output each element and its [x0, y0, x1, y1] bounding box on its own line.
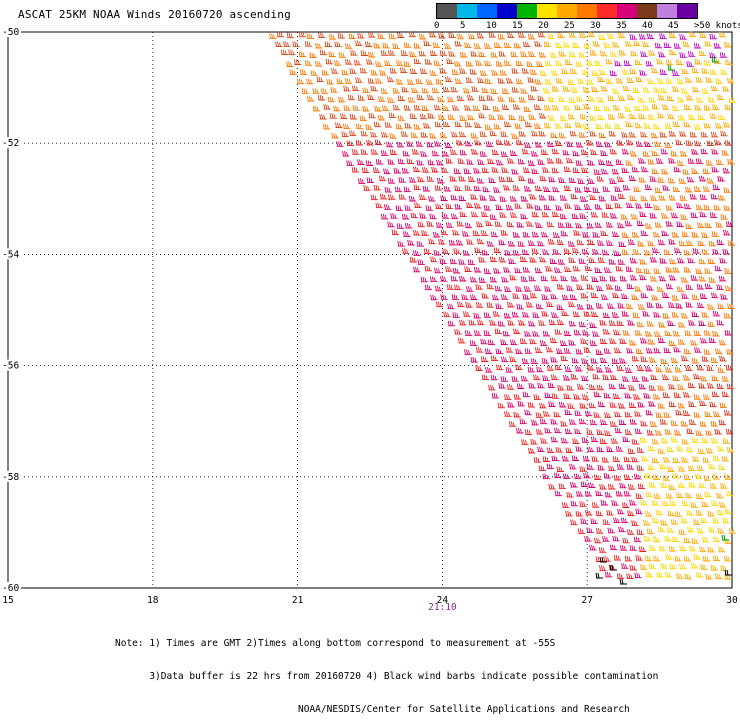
- latitude-tick-label: -54: [2, 249, 19, 260]
- wind-barb-map: 15 18 21 24 27 30 -50 -52 -54 -56 -58 -60 21:10: [1, 26, 738, 613]
- graticule: [8, 32, 732, 588]
- map-title: ASCAT 25KM NOAA Winds 20160720 ascending: [18, 8, 291, 21]
- latitude-label-bg: [1, 137, 21, 149]
- legend-swatch: [477, 4, 497, 18]
- latitude-tick-label: -50: [2, 27, 19, 38]
- wind-barbs: [269, 31, 737, 585]
- low-speed-wind-barb: [667, 64, 675, 71]
- wind-barb-group: [346, 139, 657, 579]
- low-speed-wind-barb: [711, 56, 719, 63]
- note-line-1: Note: 1) Times are GMT 2)Times along bot…: [115, 638, 556, 649]
- wind-barb-group: [539, 33, 737, 578]
- legend-swatch: [537, 4, 557, 18]
- longitude-tick-label: 27: [581, 595, 592, 606]
- wind-barb-group: [650, 139, 735, 435]
- wind-barb-group: [543, 31, 737, 580]
- contaminated-wind-barb: [599, 556, 607, 563]
- legend-swatch: [437, 4, 457, 18]
- wind-barb-group: [275, 31, 728, 138]
- contaminated-wind-barb: [609, 564, 617, 571]
- longitude-tick-label: 18: [147, 595, 159, 606]
- longitude-tick-label: 15: [2, 595, 13, 606]
- legend-swatch: [677, 4, 697, 18]
- legend-tick: >50 knots: [694, 21, 740, 31]
- axis-labels: 15 18 21 24 27 30 -50 -52 -54 -56 -58 -60 21:10: [1, 26, 738, 613]
- latitude-label-bg: [1, 359, 21, 371]
- low-speed-wind-barb: [721, 534, 729, 541]
- latitude-tick-label: -60: [2, 583, 19, 594]
- legend-swatch: [637, 4, 657, 18]
- legend-tick: 45: [668, 21, 679, 31]
- longitude-tick-label: 24: [437, 595, 449, 606]
- legend-tick: 20: [538, 21, 549, 31]
- note-line-3: NOAA/NESDIS/Center for Satellite Applica…: [115, 704, 630, 715]
- latitude-tick-label: -58: [2, 472, 19, 483]
- legend-color-bar: [436, 3, 698, 19]
- legend-tick: 30: [590, 21, 601, 31]
- legend-swatch: [577, 4, 597, 18]
- legend-swatch: [597, 4, 617, 18]
- latitude-tick-label: -56: [2, 361, 19, 372]
- notes-block: Note: 1) Times are GMT 2)Times along bot…: [115, 616, 658, 726]
- latitude-label-bg: [1, 470, 21, 482]
- legend-tick: 15: [512, 21, 523, 31]
- legend-tick: 5: [460, 21, 466, 31]
- latitude-label-bg: [1, 248, 21, 260]
- latitude-tick-label: -52: [2, 138, 19, 149]
- wind-barb-group: [609, 33, 728, 76]
- legend-swatch: [617, 4, 637, 18]
- legend-tick: 25: [564, 21, 575, 31]
- legend-tick: 35: [616, 21, 627, 31]
- map-frame: [7, 31, 733, 589]
- contaminated-wind-barb: [619, 578, 627, 585]
- legend-swatch: [517, 4, 537, 18]
- legend-swatch: [557, 4, 577, 18]
- longitude-tick-label: 21: [292, 595, 304, 606]
- pass-time-label: 21:10: [428, 602, 457, 613]
- legend-tick-labels: 0 5 10 15 20 25 30 35 40 45 >50 knots: [434, 19, 740, 31]
- legend-swatch: [497, 4, 517, 18]
- wind-barb-group: [269, 33, 735, 436]
- longitude-tick-label: 30: [726, 595, 738, 606]
- note-line-2: 3)Data buffer is 22 hrs from 20160720 4)…: [115, 671, 659, 682]
- wind-barb-group: [336, 140, 734, 579]
- latitude-label-bg: [1, 26, 21, 37]
- legend-tick: 10: [486, 21, 497, 31]
- legend-swatch: [457, 4, 477, 18]
- wind-speed-legend: 0 5 10 15 20 25 30 35 40 45 >50 knots: [434, 3, 740, 31]
- legend-tick: 0: [434, 21, 440, 31]
- latitude-label-bg: [1, 582, 21, 593]
- contaminated-wind-barb: [724, 569, 732, 576]
- contaminated-wind-barb: [595, 572, 603, 579]
- legend-swatch: [657, 4, 677, 18]
- legend-tick: 40: [642, 21, 653, 31]
